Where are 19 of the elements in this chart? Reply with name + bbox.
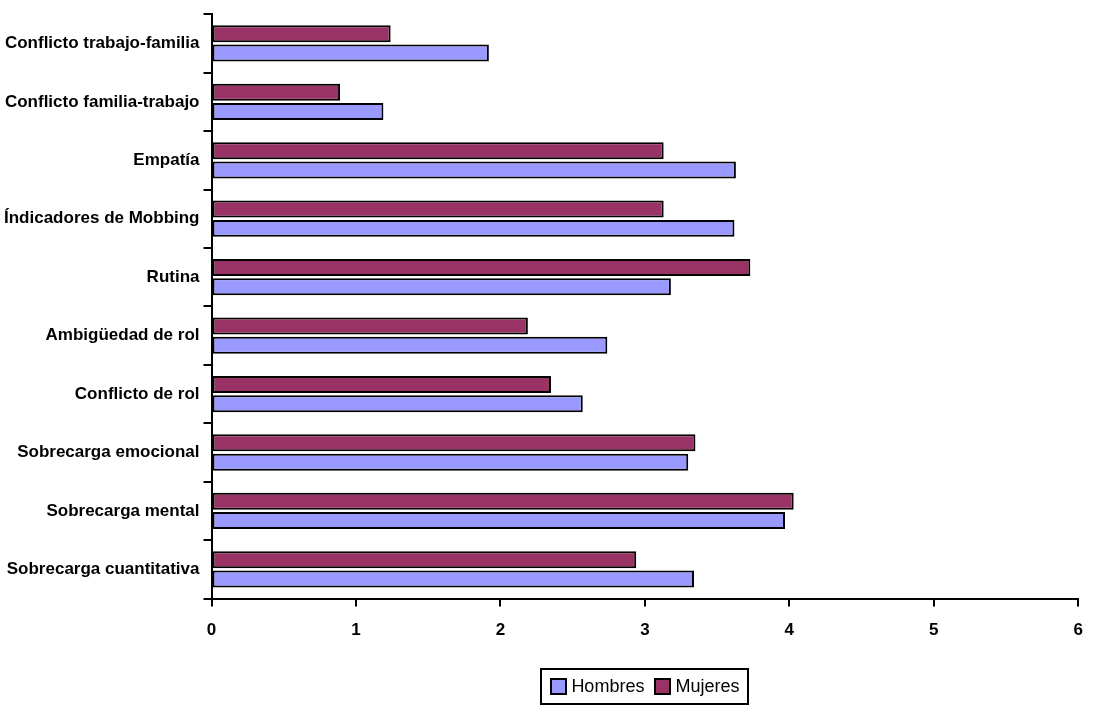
y-tick-label: Empatía <box>133 149 201 169</box>
y-tick-label: Ambigüedad de rol <box>45 325 200 345</box>
legend-label: Mujeres <box>675 676 740 697</box>
x-tick-label: 4 <box>784 620 795 640</box>
x-tick-label: 5 <box>929 620 939 640</box>
y-tick-label: Conflicto trabajo-familia <box>4 33 201 53</box>
y-tick-label: Índicadores de Mobbing <box>3 208 200 228</box>
y-tick-label: Conflicto de rol <box>74 383 200 403</box>
y-tick-label: Sobrecarga emocional <box>17 442 200 462</box>
y-tick-label: Sobrecarga cuantitativa <box>6 559 201 579</box>
x-tick-label: 2 <box>495 620 506 640</box>
legend-label: Hombres <box>571 676 645 697</box>
x-tick-label: 3 <box>640 620 650 640</box>
y-tick-label: Conflicto familia-trabajo <box>4 91 200 111</box>
x-tick-label: 0 <box>206 620 217 640</box>
x-tick-label: 1 <box>351 620 361 640</box>
x-tick-label: 6 <box>1073 620 1084 640</box>
y-tick-label: Rutina <box>146 266 201 286</box>
y-tick-label: Sobrecarga mental <box>46 500 200 520</box>
